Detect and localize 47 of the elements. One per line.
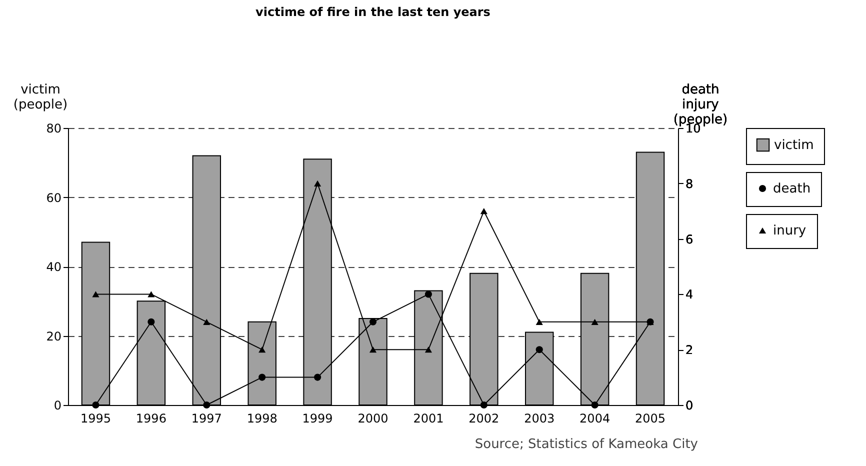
y-tick-label: 0 — [54, 398, 62, 412]
y-tick-label: 40 — [46, 260, 62, 274]
point — [591, 401, 598, 409]
point — [203, 318, 210, 325]
point — [480, 401, 488, 409]
point — [148, 318, 155, 326]
point — [148, 291, 155, 298]
x-tick-label: 2004 — [580, 412, 610, 426]
chart-title: victime of fire in the last ten years — [256, 5, 490, 19]
x-tick-label: 2003 — [524, 412, 555, 426]
point — [203, 401, 210, 409]
y2-tick-label: 6 — [686, 232, 694, 246]
y-tick-label: 80 — [46, 122, 62, 136]
legend-label: death — [773, 182, 811, 196]
y2-tick-label: 2 — [686, 343, 694, 358]
point — [369, 318, 377, 326]
x-tick-label: 2000 — [358, 412, 388, 426]
y2-tick-label: 0 — [686, 398, 694, 412]
y2-tick-label: 8 — [686, 176, 694, 191]
point — [92, 401, 100, 409]
point — [258, 346, 266, 353]
point — [536, 318, 543, 325]
point — [258, 374, 266, 381]
point — [314, 180, 322, 186]
x-tick-label: 1998 — [246, 412, 278, 426]
x-tick-label: 2001 — [413, 412, 444, 426]
point — [314, 374, 322, 381]
x-tick-label: 2002 — [468, 412, 500, 426]
legend-label: victim — [774, 138, 814, 153]
point — [92, 291, 100, 298]
point — [424, 290, 432, 298]
x-tick-label: 2005 — [635, 412, 666, 426]
x-tick-label: 1996 — [136, 412, 166, 426]
y-tick-label: 20 — [46, 329, 62, 344]
y-axis-title: victim (people) — [13, 82, 68, 112]
x-tick-label: 1997 — [191, 412, 222, 426]
y-tick-label: 60 — [46, 190, 62, 205]
point — [536, 346, 543, 354]
point — [480, 208, 488, 214]
point — [369, 346, 377, 353]
source-note: Source; Statistics of Kameoka City — [474, 437, 698, 452]
point — [591, 318, 598, 325]
y2-tick-label: 4 — [686, 288, 694, 302]
legend-label: inury — [773, 224, 806, 238]
point — [424, 346, 432, 353]
x-tick-label: 1995 — [80, 412, 111, 426]
x-tick-label: 1999 — [302, 412, 333, 426]
